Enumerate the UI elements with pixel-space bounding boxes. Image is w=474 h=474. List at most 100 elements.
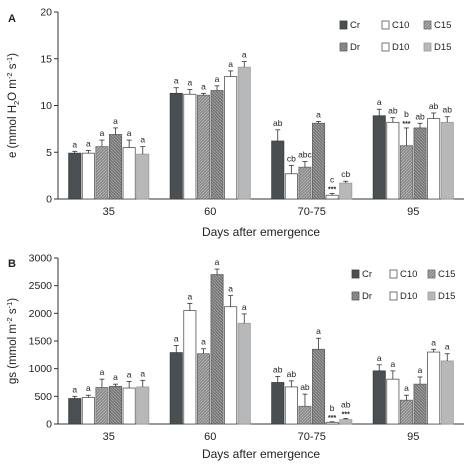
y-tick-label: 3000 [29,253,53,265]
significance-letter: a [242,50,247,60]
bar-c10 [183,93,197,200]
x-tick-label: 70-75 [298,431,326,443]
legend-label-c10: C10 [392,20,409,31]
significance-letter: a [174,333,179,343]
legend-label-d10: D10 [400,291,417,302]
y-axis-label-part: -2 [5,317,14,324]
legend-label-c15: C15 [434,20,451,31]
x-tick-label: 95 [407,206,419,218]
bar-dr [312,348,326,425]
bar-d10 [224,76,238,200]
bar-c10 [284,173,298,200]
y-axis-label-part: s [7,308,19,317]
bar-d10 [325,194,339,200]
legend-swatch-cr [351,269,360,279]
bar-cr [372,115,386,200]
bar-d15 [237,322,251,425]
bar-d15 [440,121,454,200]
y-axis-label: gs (mmol m-2 s-1) [5,298,19,384]
significance-letter: ab [287,369,297,379]
x-tick-label: 95 [407,431,419,443]
x-tick-label: 35 [103,431,115,443]
bar-d15 [440,360,454,425]
y-axis-label-part: ) [7,53,19,57]
significance-letter: a [72,139,77,149]
significance-letter: a [113,116,118,126]
y-tick-label: 2500 [29,280,53,292]
bar-c15 [298,166,312,200]
bar-cr [68,398,82,425]
bar-dr [413,127,427,200]
panel-letter: A [8,13,16,25]
significance-letter: a [242,302,247,312]
y-axis-label-part: 2 [12,101,21,105]
significance-letter: a [140,135,145,145]
bar-c15 [196,94,210,200]
x-axis-label: Days after emergence [202,225,320,239]
bar-c10 [81,397,95,425]
bar-dr [210,274,224,425]
legend-label-cr: Cr [350,20,360,31]
significance-letter: a [201,81,206,91]
bar-d15 [339,182,353,200]
significance-stars: *** [328,415,336,422]
x-tick-label: 35 [103,206,115,218]
bar-c10 [183,310,197,425]
panel-letter: B [8,258,16,270]
significance-letter: abc [298,150,312,160]
bar-dr [312,122,326,200]
bar-d10 [122,147,136,200]
bar-c15 [95,387,109,425]
legend-swatch-dr [351,291,360,301]
bar-cr [169,352,183,425]
bar-c15 [298,405,312,425]
legend-label-d10: D10 [392,42,409,53]
significance-letter: ab [443,105,453,115]
y-axis-label: e (mmol H2O m-2 s-1) [5,53,21,158]
bar-cr [68,152,82,200]
legend-label-dr: Dr [350,42,360,53]
significance-letter: a [127,369,132,379]
legend-label-c15: C15 [438,269,455,280]
y-tick-label: 20 [40,7,52,19]
significance-letter: a [418,365,423,375]
bar-d10 [427,351,441,425]
y-tick-label: 15 [40,53,52,65]
significance-letter: a [72,384,77,394]
significance-stars: *** [328,186,336,193]
significance-letter: ab [341,399,351,409]
significance-letter: a [316,326,321,336]
legend-swatch-d15 [427,291,436,301]
y-axis-label-part: -2 [5,72,14,79]
x-tick-label: 70-75 [298,206,326,218]
significance-letter: a [445,342,450,352]
y-tick-label: 2000 [29,308,53,320]
y-tick-label: 0 [46,419,52,431]
significance-letter: ab [415,111,425,121]
significance-letter: ab [273,364,283,374]
y-axis-label-part: gs (mmol m [7,324,19,384]
bar-d15 [237,66,251,200]
legend-swatch-dr [339,42,348,52]
significance-letter: a [390,359,395,369]
significance-letter: a [127,128,132,138]
y-tick-label: 500 [34,391,52,403]
significance-letter: ab [388,106,398,116]
significance-letter: a [86,383,91,393]
x-tick-label: 60 [204,206,216,218]
legend-swatch-cr [339,20,348,30]
significance-letter: a [100,367,105,377]
bar-d10 [224,306,238,425]
significance-letter: ab [273,118,283,128]
bar-c10 [81,152,95,200]
y-axis-label-part: e (mmol H [7,105,19,158]
legend-label-d15: D15 [438,291,455,302]
significance-letter: ab [429,101,439,111]
x-tick-label: 60 [204,431,216,443]
bar-c10 [386,378,400,425]
significance-stars: *** [402,121,410,128]
significance-letter: a [215,74,220,84]
panel-a-chart: A 0 5 10 15 20 e (mmol H2O m-2 s-1) Days after … [5,7,464,239]
y-axis-label-part: O m [7,79,19,101]
